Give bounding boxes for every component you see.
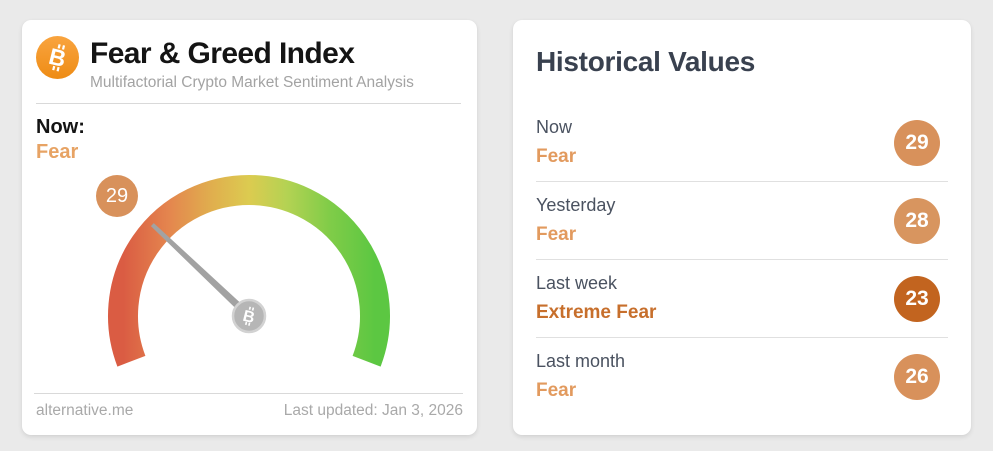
row-period-label: Now bbox=[536, 117, 573, 137]
bitcoin-icon: B bbox=[36, 36, 79, 79]
row-period-label: Yesterday bbox=[536, 195, 616, 215]
now-label: Now: bbox=[36, 116, 85, 138]
historical-rows: Now Fear 29 Yesterday Fear 28 Last week … bbox=[536, 104, 948, 415]
now-sentiment: Fear bbox=[36, 141, 79, 163]
page-subtitle: Multifactorial Crypto Market Sentiment A… bbox=[90, 74, 414, 91]
row-sentiment: Fear bbox=[536, 380, 577, 401]
row-period-label: Last month bbox=[536, 351, 626, 371]
source-link[interactable]: alternative.me bbox=[36, 402, 134, 419]
row-value-badge: 23 bbox=[894, 275, 940, 322]
bitcoin-icon: B bbox=[241, 306, 256, 327]
row-value-badge: 28 bbox=[894, 197, 940, 244]
page-title: Fear & Greed Index bbox=[90, 37, 355, 70]
fear-greed-gauge: B bbox=[108, 175, 390, 367]
historical-values-title: Historical Values bbox=[536, 46, 756, 77]
row-sentiment: Fear bbox=[536, 146, 577, 167]
gauge-value-badge: 29 bbox=[96, 175, 138, 217]
gauge-arc bbox=[108, 175, 390, 367]
gauge-needle bbox=[150, 223, 252, 319]
footer-divider bbox=[34, 393, 463, 394]
table-row: Last week Extreme Fear 23 bbox=[536, 259, 948, 337]
card-footer: alternative.me Last updated: Jan 3, 2026 bbox=[36, 402, 463, 420]
row-sentiment: Fear bbox=[536, 224, 577, 245]
fear-greed-index-card: B Fear & Greed Index Multifactorial Cryp… bbox=[22, 20, 477, 435]
table-row: Last month Fear 26 bbox=[536, 337, 948, 415]
table-row: Now Fear 29 bbox=[536, 104, 948, 181]
row-period-label: Last week bbox=[536, 273, 618, 293]
svg-text:B: B bbox=[46, 43, 68, 72]
row-sentiment: Extreme Fear bbox=[536, 302, 657, 323]
last-updated-text: Last updated: Jan 3, 2026 bbox=[283, 402, 463, 419]
svg-text:B: B bbox=[241, 308, 256, 327]
header-divider bbox=[36, 103, 461, 104]
historical-values-card: Historical Values Now Fear 29 Yesterday … bbox=[513, 20, 971, 435]
row-value-badge: 26 bbox=[894, 353, 940, 400]
gauge-hub bbox=[231, 298, 267, 334]
card-header: B Fear & Greed Index Multifactorial Cryp… bbox=[36, 36, 463, 92]
row-value-badge: 29 bbox=[894, 119, 940, 166]
table-row: Yesterday Fear 28 bbox=[536, 181, 948, 259]
title-block: Fear & Greed Index Multifactorial Crypto… bbox=[90, 36, 414, 92]
